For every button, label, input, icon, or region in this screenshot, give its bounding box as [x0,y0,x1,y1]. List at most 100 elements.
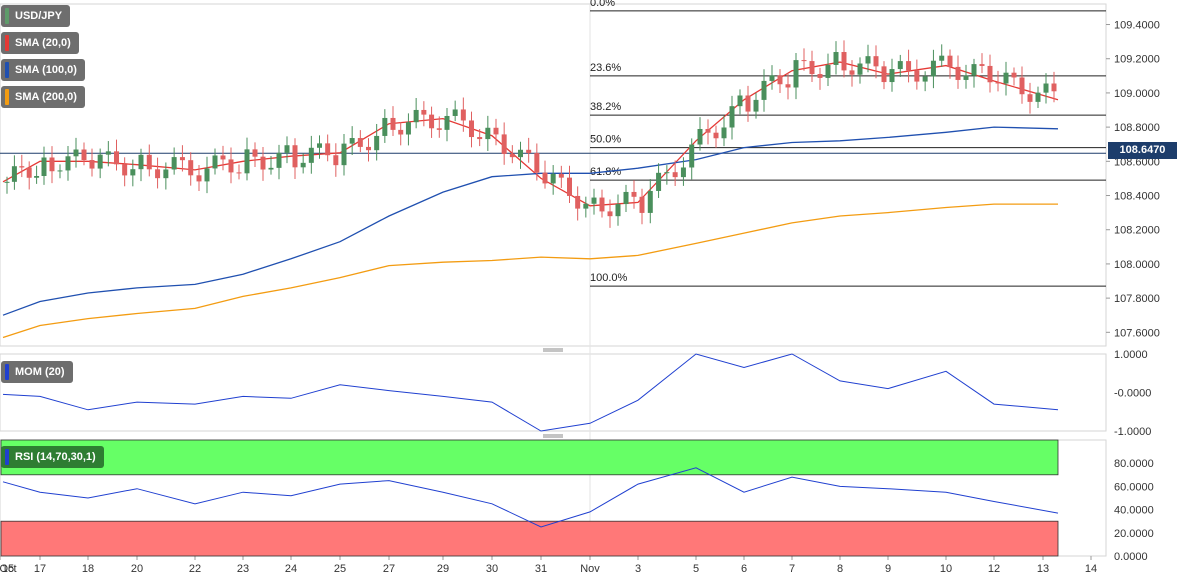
candle-down [49,157,55,172]
candle-down [567,177,572,196]
current-price-tag: 108.6470 [1108,142,1177,159]
candle-up [105,151,111,155]
candle-up [737,95,743,107]
candle-up [163,169,169,179]
x-tick-label: Nov [580,563,600,575]
x-tick-label: 18 [82,563,94,575]
candle-up [405,122,411,135]
candle-up [130,169,136,176]
x-tick-label: 31 [535,563,547,575]
price-tick-label: 108.2000 [1114,225,1160,237]
candle-down [955,66,961,80]
legend-sma20[interactable]: SMA (20,0) [1,32,79,54]
candle-up [204,168,210,182]
x-tick-label: 14 [1085,563,1097,575]
momentum-panel [0,353,1107,432]
rsi-tick-label: 60.0000 [1114,481,1154,493]
rsi-overbought-zone [0,439,1059,476]
candle-up [793,60,799,88]
candle-down [1011,72,1017,78]
candle-up [680,167,686,178]
candle-down [987,65,993,83]
candle-up [930,60,936,77]
candle-down [421,109,427,115]
candle-up [4,181,10,183]
rsi-tick-label: 80.0000 [1114,458,1154,470]
candle-up [971,64,977,76]
candle-down [469,120,474,138]
candle-up [300,162,306,168]
candle-up [284,145,290,153]
candle-up [65,156,71,171]
x-tick-label: 17 [34,563,46,575]
candle-down [509,153,515,158]
x-tick-label: Oct [0,563,17,575]
fib-label: 38.2% [590,101,621,113]
x-tick-label: 3 [635,563,641,575]
candle-down [228,159,234,173]
candle-down [1051,83,1057,92]
candle-down [631,191,637,197]
price-tick-label: 107.6000 [1114,327,1160,339]
rsi-swatch [5,449,9,465]
candle-down [881,66,887,83]
candle-down [179,157,185,161]
candle-up [647,190,653,213]
candle-down [114,151,119,165]
candle-down [188,160,194,176]
fib-label: 50.0% [590,134,621,146]
candle-down [390,117,396,130]
candle-up [138,154,144,170]
x-tick-label: 15 [2,563,14,575]
candle-up [244,149,250,174]
candle-down [220,155,226,160]
price-tick-label: 109.4000 [1114,20,1160,32]
price-tick-label: 108.8000 [1114,122,1160,134]
candle-up [349,138,355,144]
candle-up [1043,83,1049,93]
candle-up [623,191,629,205]
x-tick-label: 12 [988,563,1000,575]
candle-up [34,175,40,178]
candle-down [639,196,645,213]
sma200-line [2,203,1058,339]
price-tick-label: 109.0000 [1114,88,1160,100]
candle-down [89,160,95,169]
candle-up [721,127,727,139]
candle-up [308,147,314,163]
legend-usdjpy[interactable]: USD/JPY [1,5,71,27]
candle-up [452,109,458,116]
legend-sma200[interactable]: SMA (200,0) [1,86,85,108]
candle-up [268,167,274,170]
x-tick-label: 22 [189,563,201,575]
x-tick-label: 9 [885,563,891,575]
candle-up [615,204,621,217]
candle-down [236,172,242,174]
candle-down [333,155,339,166]
mom-tick-label: -1.0000 [1114,426,1151,438]
candle-down [460,109,466,121]
candle-up [276,152,282,168]
candle-down [801,60,807,62]
legend-rsi[interactable]: RSI (14,70,30,1) [1,446,104,468]
x-tick-label: 24 [285,563,297,575]
candle-up [729,106,735,128]
candle-up [171,157,177,170]
price-tick-label: 108.0000 [1114,259,1160,271]
candle-up [485,127,491,140]
legend-mom[interactable]: MOM (20) [1,361,73,383]
candle-up [922,76,928,82]
candle-down [705,128,711,133]
candle-down [809,61,815,75]
candle-up [374,135,380,151]
candle-down [477,137,483,140]
candle-down [558,173,564,178]
candle-down [501,134,507,154]
candle-up [73,149,79,157]
candle-up [583,203,589,209]
candle-up [11,166,17,182]
candle-up [825,64,831,78]
candle-up [656,172,662,191]
candle-up [769,75,775,81]
legend-sma100[interactable]: SMA (100,0) [1,59,85,81]
